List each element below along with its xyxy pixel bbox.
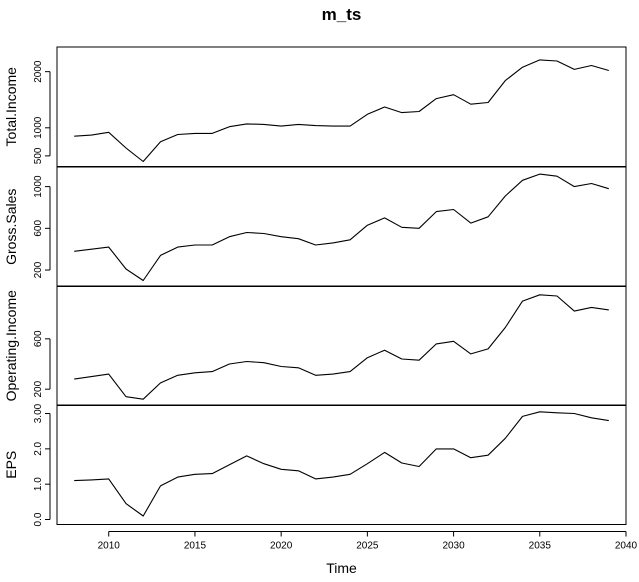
panel-frame-Total.Income [56, 46, 627, 167]
y-tick-label: 1000 [33, 175, 44, 198]
x-tick-label: 2030 [442, 541, 465, 552]
series-line-Gross.Sales [74, 173, 609, 282]
y-tick-label: 2.0 [33, 441, 44, 455]
panel-frame-Operating.Income [56, 285, 627, 406]
y-tick-label: 600 [33, 330, 44, 347]
y-tick-label: 0.0 [33, 512, 44, 526]
series-line-EPS [74, 411, 609, 517]
x-tick-label: 2025 [356, 541, 379, 552]
y-axis-title-Operating.Income: Operating.Income [3, 290, 19, 401]
y-tick-label: 200 [33, 261, 44, 278]
y-axis-title-Total.Income: Total.Income [3, 67, 19, 147]
x-axis-title: Time [326, 560, 357, 576]
y-tick-label: 3.00 [33, 403, 44, 423]
x-tick-label: 2015 [184, 541, 207, 552]
x-tick-label: 2020 [270, 541, 293, 552]
series-line-Operating.Income [74, 294, 609, 400]
y-tick-label: 1.0 [33, 477, 44, 491]
y-axis-title-EPS: EPS [3, 451, 19, 479]
y-axis-title-Gross.Sales: Gross.Sales [3, 189, 19, 265]
y-tick-label: 1000 [33, 116, 44, 139]
series-line-Total.Income [74, 59, 609, 163]
y-tick-label: 2000 [33, 60, 44, 83]
chart-title: m_ts [322, 5, 362, 24]
y-tick-label: 200 [33, 380, 44, 397]
x-tick-label: 2040 [615, 541, 638, 552]
panel-frame-Gross.Sales [56, 166, 627, 287]
y-tick-label: 500 [33, 147, 44, 164]
y-tick-label: 600 [33, 220, 44, 237]
panel-frame-EPS [56, 404, 627, 525]
x-tick-label: 2010 [98, 541, 121, 552]
x-tick-label: 2035 [529, 541, 552, 552]
